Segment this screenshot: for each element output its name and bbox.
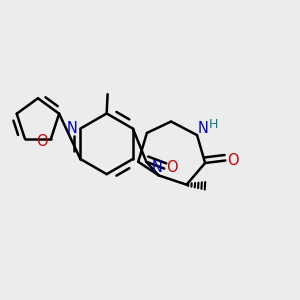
Text: O: O	[36, 134, 47, 148]
Text: O: O	[227, 153, 239, 168]
Text: H: H	[208, 118, 218, 131]
Text: N: N	[198, 122, 209, 136]
Text: N: N	[152, 160, 162, 175]
Text: O: O	[166, 160, 178, 175]
Text: N: N	[66, 121, 77, 136]
